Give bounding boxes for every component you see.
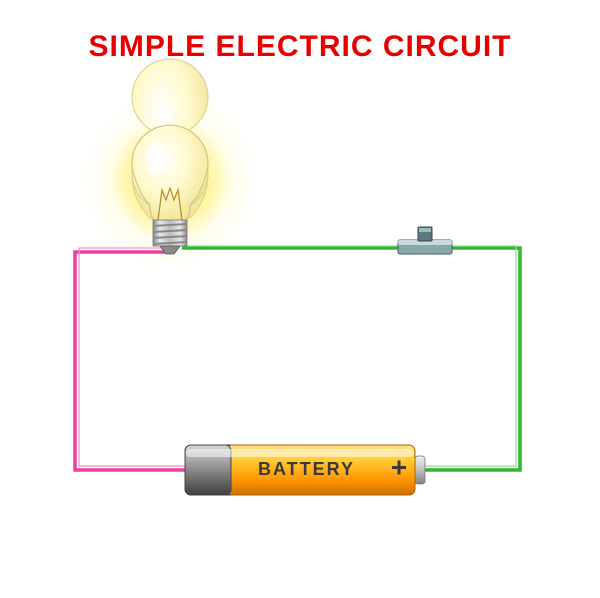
battery-label: BATTERY xyxy=(258,459,355,480)
wire-left-inner xyxy=(79,248,185,466)
wire-right-b-inner xyxy=(420,246,516,466)
light-bulb xyxy=(132,59,208,254)
switch xyxy=(398,227,452,254)
circuit-diagram xyxy=(0,0,600,598)
wire-left xyxy=(75,252,185,470)
wire-right-b xyxy=(420,248,520,470)
